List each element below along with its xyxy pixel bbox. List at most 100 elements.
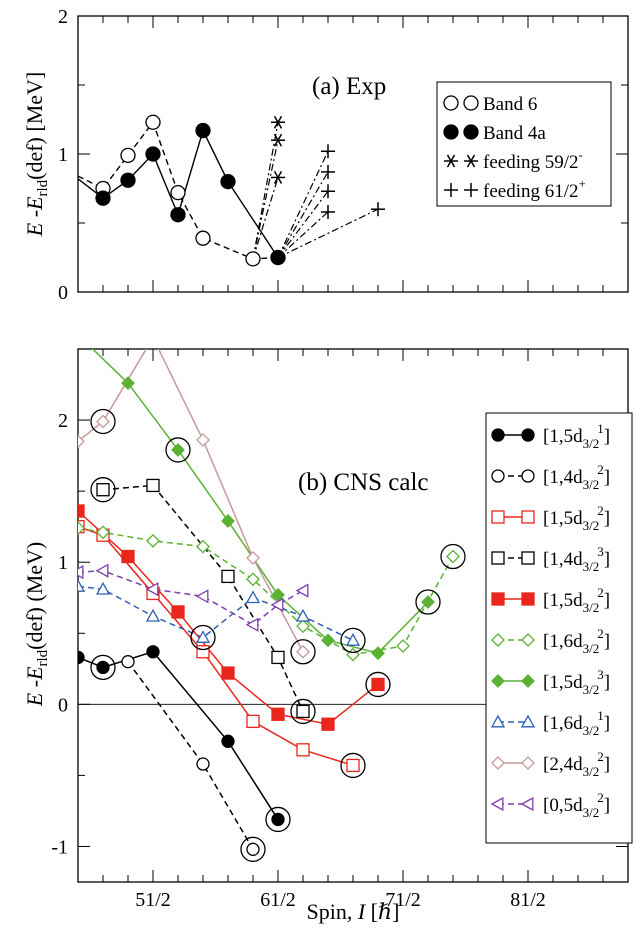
circled-point	[340, 627, 366, 654]
data-point	[446, 549, 460, 564]
data-point	[245, 590, 261, 604]
legend-label: [2,4d3/22]	[543, 749, 610, 779]
data-point	[270, 597, 284, 612]
legend-label-main: Band 6	[483, 94, 537, 115]
data-point	[72, 329, 84, 341]
y-tick-label: 0	[58, 282, 68, 304]
legend-label-sup: +	[579, 176, 586, 191]
data-point	[321, 184, 335, 199]
legend-label: [0,5d3/22]	[543, 790, 610, 820]
data-point	[371, 646, 385, 661]
legend-label-main: [1,5d	[543, 426, 583, 447]
legend-label: [1,4d3/23]	[543, 544, 610, 574]
circled-point	[440, 543, 466, 570]
data-point	[221, 514, 235, 528]
data-point	[321, 144, 335, 159]
x-tick-label: 81/2	[510, 889, 546, 911]
data-point	[145, 114, 161, 130]
data-point	[146, 478, 160, 493]
data-point	[221, 666, 235, 680]
xlabel-var: I	[357, 899, 367, 924]
data-point	[490, 714, 506, 728]
data-point	[271, 115, 285, 129]
circled-point	[290, 639, 316, 665]
data-point	[196, 433, 210, 447]
data-point	[521, 633, 535, 647]
data-point	[521, 756, 535, 770]
circled-point	[290, 698, 316, 725]
legend-label: [1,6d3/21]	[543, 708, 610, 738]
data-point	[521, 592, 535, 606]
circled-point	[340, 752, 366, 779]
legend-label: [1,5d3/22]	[543, 503, 610, 533]
legend-label-sub: 3/2	[583, 641, 600, 656]
data-point	[171, 442, 185, 457]
panel-b-title: (b) CNS calc	[298, 469, 429, 496]
circled-point	[190, 624, 216, 651]
data-point	[520, 714, 536, 728]
data-point	[521, 428, 535, 442]
legend-label-close: ]	[604, 467, 610, 488]
data-point	[95, 581, 111, 595]
data-point	[171, 605, 185, 619]
data-point	[321, 717, 335, 731]
legend-label-close: ]	[604, 713, 610, 734]
data-point	[371, 677, 385, 692]
panel-a-legend: Band 6 Band 4a feeding 59/2- feeding 61/2+	[436, 81, 612, 207]
data-point	[195, 122, 211, 139]
series-line	[252, 122, 279, 259]
data-point	[491, 756, 505, 770]
series-line	[78, 569, 304, 626]
legend-label-close: ]	[604, 590, 610, 611]
data-point	[271, 171, 285, 184]
data-point	[421, 595, 435, 609]
panel-b-circled-points	[90, 408, 466, 862]
legend-label: [1,5d3/22]	[543, 585, 610, 615]
data-point	[145, 582, 159, 597]
data-point	[295, 583, 309, 598]
data-point	[145, 608, 161, 622]
data-point	[296, 644, 310, 659]
panel-b-ylabel-main: E -E	[22, 666, 47, 707]
legend-label-sub: 3/2	[583, 477, 600, 492]
y-tick-label: 1	[58, 144, 68, 166]
data-point	[221, 734, 235, 748]
data-point	[345, 633, 361, 646]
panel-b-ylabel: E -Erld(def) (MeV)	[22, 542, 51, 707]
data-point	[521, 674, 535, 688]
legend-label-sup: 3	[597, 667, 604, 682]
legend-label-main: [1,6d	[543, 713, 583, 734]
data-point	[78, 565, 84, 580]
data-point	[491, 551, 505, 565]
panel-a-ylabel: E -Erld(def) [MeV]	[22, 72, 51, 237]
legend-label-main: feeding 61/2	[483, 181, 579, 202]
data-point	[121, 655, 135, 669]
circled-point	[365, 671, 391, 698]
legend-label-sub: 3/2	[583, 723, 600, 738]
panel-a: 012 (a) Exp E -Erld(def) [MeV] Band 6Ban…	[22, 6, 629, 304]
legend-label-sup: 2	[597, 585, 604, 600]
x-tick-label: 61/2	[260, 889, 296, 911]
data-point	[371, 202, 385, 217]
xlabel-post: [ℏ]	[365, 899, 399, 924]
y-tick-label: 2	[58, 6, 68, 28]
data-point	[96, 414, 110, 429]
legend-label: feeding 59/2-	[483, 147, 583, 173]
data-point	[464, 183, 478, 197]
series-line	[78, 525, 354, 767]
data-point	[147, 332, 159, 344]
data-point	[270, 249, 286, 266]
legend-label-sup: 1	[597, 708, 604, 723]
asterisk-stroke	[273, 171, 283, 184]
data-point	[96, 483, 110, 497]
data-point	[95, 563, 109, 578]
legend-label-sup: 3	[597, 544, 604, 559]
data-point	[491, 428, 505, 442]
asterisk-stroke	[273, 133, 283, 147]
panel-a-title: (a) Exp	[312, 73, 386, 100]
data-point	[520, 796, 534, 812]
legend-label: [1,5d3/23]	[543, 667, 610, 697]
panel-a-ylabel-sub: rld	[35, 179, 51, 196]
y-tick-label: 1	[58, 552, 68, 574]
series-line	[252, 177, 279, 260]
